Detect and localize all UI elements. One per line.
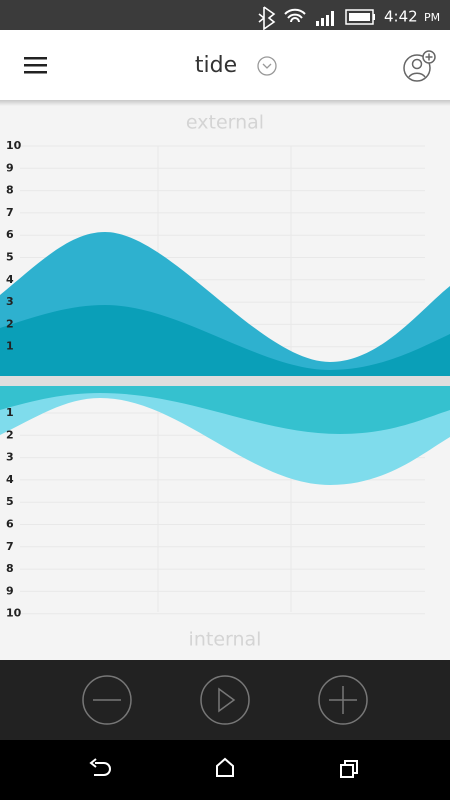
nav-bar [0, 740, 450, 800]
y-tick-label: 2 [6, 428, 14, 441]
y-tick-label: 5 [6, 495, 14, 508]
y-tick-label: 9 [6, 584, 14, 597]
app-bar-shadow [0, 100, 450, 106]
menu-button[interactable] [24, 57, 47, 74]
y-tick-label: 5 [6, 251, 14, 264]
home-button[interactable] [216, 757, 234, 777]
tick-labels: 10 9 8 7 6 5 4 3 2 1 1 2 3 4 5 6 7 8 9 10 [6, 139, 22, 620]
internal-label: internal [189, 629, 262, 651]
y-tick-label: 3 [6, 451, 14, 464]
separator [0, 376, 450, 386]
y-tick-label: 2 [6, 317, 14, 330]
status-time: 4:42 [384, 8, 418, 26]
y-tick-label: 6 [6, 228, 14, 241]
y-tick-label: 10 [6, 607, 22, 620]
y-tick-label: 3 [6, 295, 14, 308]
y-tick-label: 10 [6, 139, 22, 152]
y-tick-label: 4 [6, 473, 14, 486]
recents-button[interactable] [340, 760, 358, 778]
y-tick-label: 8 [6, 562, 14, 575]
back-button[interactable] [89, 758, 111, 776]
minus-button[interactable] [82, 675, 132, 725]
plus-button[interactable] [318, 675, 368, 725]
y-tick-label: 7 [6, 540, 14, 553]
y-tick-label: 6 [6, 518, 14, 531]
profile-button[interactable] [403, 50, 436, 82]
title-dropdown[interactable] [257, 56, 277, 76]
y-tick-label: 4 [6, 273, 14, 286]
internal-wave-inner [0, 386, 450, 434]
y-tick-label: 1 [6, 340, 14, 353]
control-bar [0, 660, 450, 740]
y-tick-label: 7 [6, 206, 14, 219]
app-title: tide [195, 53, 237, 78]
external-wave-inner [0, 305, 450, 376]
y-tick-label: 8 [6, 184, 14, 197]
play-button[interactable] [200, 675, 250, 725]
external-label: external [186, 112, 264, 134]
status-bar [0, 0, 450, 30]
status-icons [258, 6, 375, 31]
app-bar [0, 30, 450, 100]
y-tick-label: 1 [6, 406, 14, 419]
y-tick-label: 9 [6, 161, 14, 174]
status-meridiem: PM [424, 11, 440, 24]
